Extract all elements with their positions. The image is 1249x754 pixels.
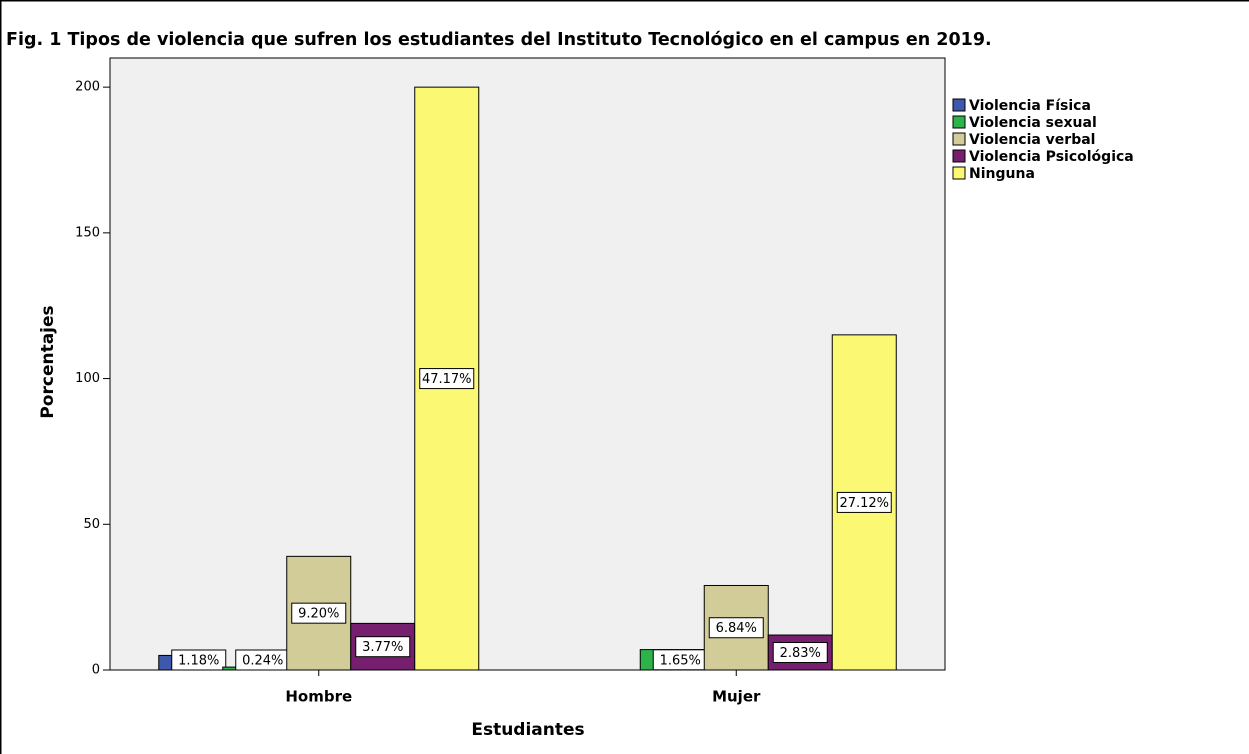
value-label-box <box>836 491 892 513</box>
x-axis-title: Estudiantes <box>471 720 584 740</box>
plot-area <box>109 57 946 671</box>
legend-swatch <box>952 166 966 180</box>
y-tick-label: 100 <box>75 371 100 386</box>
value-label: 3.77% <box>362 640 403 655</box>
legend-swatch <box>952 132 966 146</box>
value-label: 6.84% <box>716 621 757 636</box>
value-label: 1.18% <box>178 654 219 669</box>
value-label-box <box>419 368 475 390</box>
value-label-box <box>291 602 347 624</box>
legend-swatch <box>952 98 966 112</box>
y-tick-label: 150 <box>75 225 100 240</box>
y-tick-label: 50 <box>83 517 100 532</box>
value-label-box <box>772 642 828 664</box>
legend-swatch <box>952 149 966 163</box>
value-label: 2.83% <box>780 646 821 661</box>
y-tick-label: 200 <box>75 80 100 95</box>
chart-title: Fig. 1 Tipos de violencia que sufren los… <box>6 30 992 50</box>
legend-swatch <box>952 115 966 129</box>
legend-label: Ninguna <box>969 166 1035 182</box>
value-label: 0.24% <box>242 654 283 669</box>
legend-label: Violencia verbal <box>969 132 1095 148</box>
value-label-box <box>708 617 764 639</box>
value-label: 27.12% <box>839 496 889 511</box>
y-tick-label: 0 <box>92 663 100 678</box>
value-label: 1.65% <box>660 653 701 668</box>
x-tick-label: Mujer <box>712 688 761 706</box>
value-label-box <box>355 636 411 658</box>
legend-label: Violencia sexual <box>969 115 1097 131</box>
value-label: 9.20% <box>298 607 339 622</box>
x-tick-label: Hombre <box>285 688 352 706</box>
legend-label: Violencia Física <box>969 98 1091 114</box>
value-label: 47.17% <box>422 372 472 387</box>
legend-label: Violencia Psicológica <box>969 149 1134 165</box>
y-axis-title: Porcentajes <box>38 305 58 418</box>
